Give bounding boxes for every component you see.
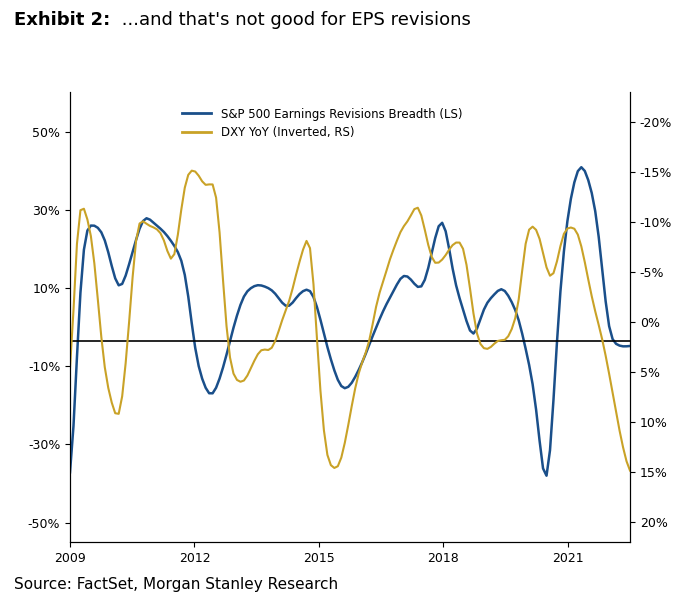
Text: ...and that's not good for EPS revisions: ...and that's not good for EPS revisions xyxy=(116,11,470,29)
Text: Exhibit 2:: Exhibit 2: xyxy=(14,11,111,29)
Text: Source: FactSet, Morgan Stanley Research: Source: FactSet, Morgan Stanley Research xyxy=(14,577,338,592)
Legend: S&P 500 Earnings Revisions Breadth (LS), DXY YoY (Inverted, RS): S&P 500 Earnings Revisions Breadth (LS),… xyxy=(177,103,467,144)
